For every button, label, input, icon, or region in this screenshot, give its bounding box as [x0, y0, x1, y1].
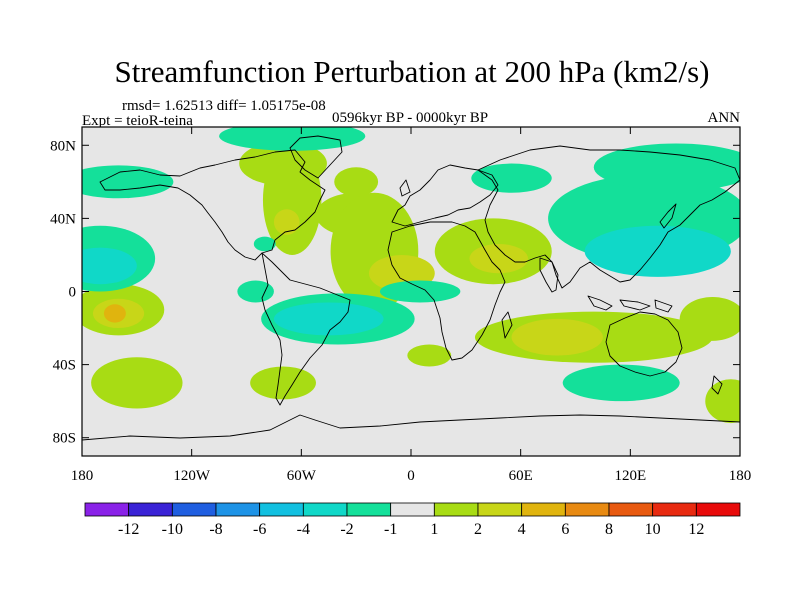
colorbar-label: -4	[297, 521, 310, 538]
contour-region-15	[679, 296, 740, 341]
contour-region-4	[469, 243, 528, 274]
contour-region-14	[511, 318, 603, 356]
colorbar-swatch	[171, 502, 217, 517]
coastline-indonesia	[587, 295, 673, 313]
contour-region-7	[239, 141, 327, 186]
chart-title: Streamfunction Perturbation at 200 hPa (…	[115, 54, 710, 89]
coastline-japan	[659, 203, 677, 229]
contour-region-31	[471, 163, 552, 193]
chart-period: 0596kyr BP - 0000kyr BP	[332, 110, 488, 126]
y-tick-label: 40N	[50, 211, 76, 227]
contour-region-29	[219, 127, 366, 151]
x-tick-label: 120W	[173, 468, 211, 484]
colorbar-label: -12	[118, 521, 139, 538]
contour-fill-layer	[82, 127, 740, 424]
x-tick-label: 60W	[287, 468, 317, 484]
colorbar-swatch	[346, 502, 392, 517]
x-tick-label: 180	[71, 468, 94, 484]
x-tick-label: 0	[407, 468, 415, 484]
coastline-british-isles	[399, 179, 411, 197]
colorbar-swatch	[433, 502, 479, 517]
colorbar-label: 10	[645, 521, 661, 538]
x-axis: 180 120W 60W 0 60E 120E 180	[71, 127, 752, 484]
colorbar-swatch	[652, 502, 697, 517]
contour-region-32	[253, 236, 276, 252]
coastline-north-america	[99, 149, 326, 261]
colorbar-label: 8	[605, 521, 613, 538]
colorbar-swatch	[695, 502, 741, 517]
coastline-greenland	[289, 135, 343, 179]
colorbar-label: -6	[253, 521, 266, 538]
contour-region-17	[705, 379, 740, 424]
colorbar-swatch	[564, 502, 610, 517]
colorbar-label: 6	[561, 521, 569, 538]
contour-region-11	[91, 357, 183, 409]
contour-region-30	[237, 280, 274, 303]
colorbar-label: 12	[688, 521, 704, 538]
chart-experiment: Expt = teioR-teina	[82, 113, 193, 129]
colorbar-swatch	[477, 502, 523, 517]
x-tick-label: 120E	[614, 468, 646, 484]
contour-region-23	[82, 247, 137, 285]
colorbar-label: -10	[162, 521, 183, 538]
contour-region-16	[407, 344, 452, 367]
chart-season: ANN	[708, 110, 741, 126]
colorbar-swatch	[128, 502, 173, 517]
x-tick-label: 60E	[509, 468, 533, 484]
x-tick-label: 180	[729, 468, 752, 484]
colorbar-label: 2	[474, 521, 482, 538]
y-axis: 80N 40N 0 40S 80S	[50, 138, 740, 447]
y-tick-label: 40S	[53, 358, 76, 374]
coastline-india	[539, 257, 559, 293]
coastline-new-zealand	[711, 375, 723, 395]
coastline-madagascar	[501, 311, 513, 339]
contour-region-27	[379, 280, 461, 303]
contour-region-18	[334, 167, 379, 197]
coastline-antarctica	[82, 414, 740, 441]
colorbar-swatch	[302, 502, 348, 517]
colorbar-swatch	[84, 502, 130, 517]
colorbar-swatch	[521, 502, 566, 517]
contour-region-6	[273, 209, 300, 235]
colorbar-label: -8	[209, 521, 222, 538]
contour-region-28	[562, 364, 680, 402]
colorbar-label: -1	[384, 521, 397, 538]
contour-region-12	[250, 366, 316, 400]
map-area	[81, 126, 741, 457]
colorbar-swatch	[608, 502, 654, 517]
colorbar-label: 4	[518, 521, 526, 538]
colorbar-swatch	[390, 502, 435, 517]
coastline-africa	[387, 221, 506, 361]
colorbar-swatch	[259, 502, 304, 517]
chart-stats: rmsd= 1.62513 diff= 1.05175e-08	[122, 98, 326, 114]
y-tick-label: 80S	[53, 431, 76, 447]
colorbar: -12 -10 -8 -6 -4 -2 -1 1 2 4 6 8 10 12	[84, 502, 741, 538]
contour-region-24	[82, 165, 174, 199]
contour-region-26	[273, 302, 384, 336]
coastlines	[82, 135, 740, 441]
coastline-europe	[391, 164, 499, 227]
contour-region-21	[593, 143, 740, 191]
contour-region-20	[584, 225, 731, 277]
y-tick-label: 80N	[50, 138, 76, 154]
coastline-australia	[605, 311, 683, 377]
contour-region-10	[103, 304, 126, 323]
colorbar-label: -2	[340, 521, 353, 538]
colorbar-swatch	[215, 502, 261, 517]
y-tick-label: 0	[69, 285, 77, 301]
coastline-south-america	[261, 252, 351, 406]
colorbar-label: 1	[430, 521, 438, 538]
coastline-asia	[477, 145, 740, 289]
